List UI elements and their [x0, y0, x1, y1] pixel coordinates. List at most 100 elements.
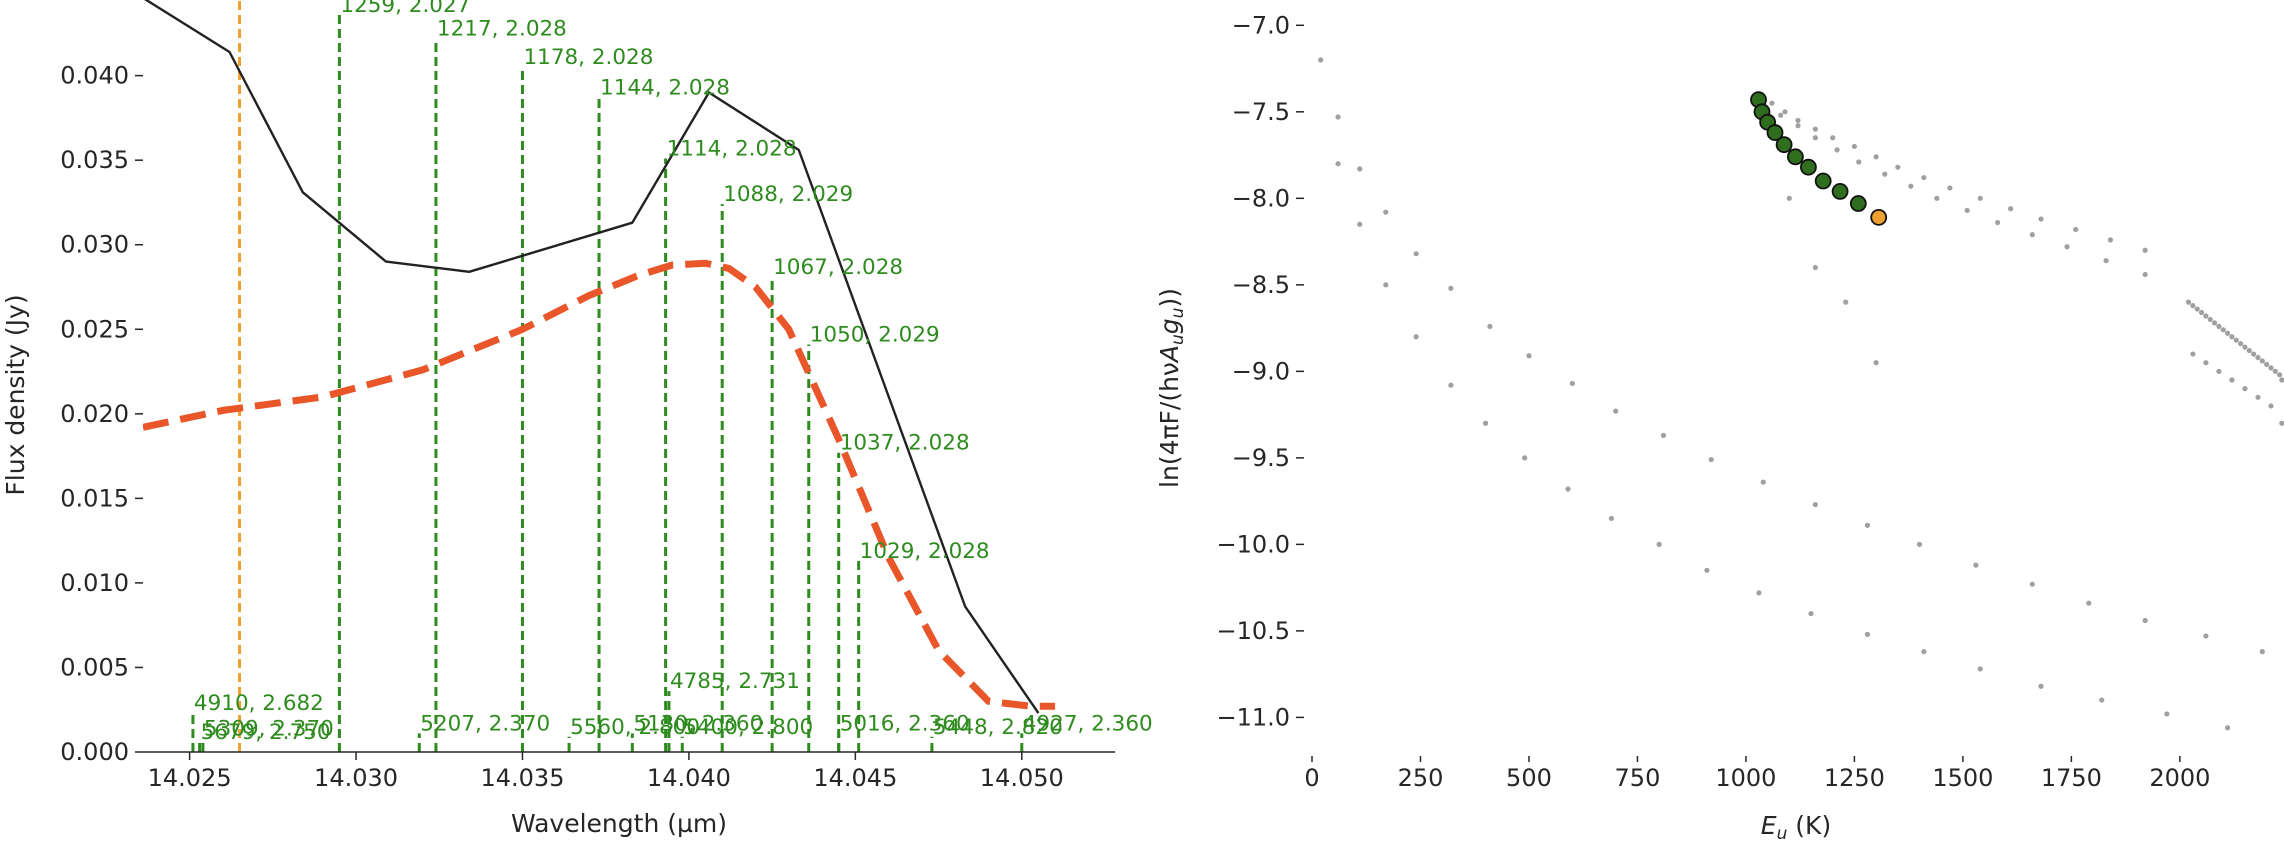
x-tick: 750 — [1615, 756, 1661, 792]
data-point — [2207, 316, 2213, 323]
line-marker-label: 1037, 2.028 — [840, 431, 970, 456]
data-point — [2038, 683, 2044, 689]
ylabel-u-sub-2: u — [1168, 307, 1188, 318]
y-axis: 0.000 0.005 0.010 0.015 0.020 0.025 0.030 0.035… — [60, 62, 143, 766]
data-point — [1526, 353, 1532, 359]
data-point — [2242, 386, 2248, 392]
y-tick: 0.000 — [60, 738, 143, 766]
data-point — [1413, 334, 1419, 340]
x-tick-label: 14.050 — [980, 764, 1064, 792]
data-point — [2268, 365, 2274, 371]
data-point — [1565, 486, 1571, 492]
line-marker-label: 5560, 2.800 — [570, 715, 700, 740]
data-point — [1916, 541, 1923, 547]
data-point — [1843, 299, 1849, 305]
x-tick-label: 14.025 — [148, 764, 232, 792]
x-tick-label: 500 — [1506, 764, 1552, 792]
data-point — [2190, 303, 2196, 309]
data-point — [2064, 244, 2070, 250]
x-axis: 0 250 500 750 1000 1250 1500 1750 2000 — [1304, 756, 2210, 792]
x-tick: 500 — [1506, 756, 1552, 792]
data-point — [2224, 725, 2231, 731]
x-tick-label: 0 — [1304, 764, 1319, 792]
ylabel-g: g — [1155, 318, 1184, 334]
eu-unit: (K) — [1787, 811, 1831, 840]
rotation-diagram-panel: 0 250 500 750 1000 1250 1500 1750 2000 −7.0−7.5−… — [1155, 11, 2284, 844]
data-point — [2190, 351, 2196, 357]
y-tick: 0.015 — [60, 484, 143, 512]
data-point — [1708, 456, 1714, 463]
x-tick-label: 1000 — [1715, 764, 1776, 792]
y-tick-label: 0.015 — [60, 484, 129, 512]
y-tick: −10.5 — [1216, 617, 1304, 645]
data-point — [2259, 649, 2265, 655]
data-point — [2103, 258, 2109, 264]
observed-spectrum-line — [144, 0, 1040, 714]
data-point — [2279, 377, 2284, 383]
y-tick-label: 0.025 — [60, 315, 129, 343]
highlighted-point — [1786, 148, 1804, 166]
y-tick: −11.0 — [1216, 703, 1304, 731]
x-tick-label: 750 — [1615, 764, 1661, 792]
data-point — [1656, 541, 1662, 547]
data-point — [2142, 617, 2148, 624]
data-point — [2279, 420, 2284, 426]
y-tick: −8.0 — [1232, 184, 1304, 212]
data-point — [1704, 567, 1710, 573]
data-point — [1613, 408, 1619, 414]
line-marker-label: 1029, 2.028 — [860, 539, 990, 564]
data-point — [1856, 159, 1862, 165]
data-point — [2238, 341, 2244, 347]
x-tick: 14.040 — [647, 752, 731, 792]
y-tick: 0.035 — [60, 146, 143, 174]
data-point — [1413, 251, 1419, 257]
data-point — [2220, 327, 2226, 333]
line-marker-label: 4785, 2.731 — [670, 669, 800, 694]
data-point — [1934, 195, 1940, 201]
line-marker-label: 1114, 2.028 — [667, 136, 797, 161]
x-tick-label: 1250 — [1824, 764, 1885, 792]
x-tick: 0 — [1304, 756, 1320, 792]
data-point — [1760, 479, 1766, 485]
y-tick-label: 0.035 — [60, 146, 129, 174]
data-point — [1977, 195, 1983, 201]
data-point — [1522, 455, 1528, 461]
data-point — [2246, 347, 2252, 354]
line-marker-label: 5207, 2.370 — [420, 711, 550, 736]
data-point — [2038, 216, 2044, 222]
data-point — [2216, 368, 2222, 374]
y-tick: −10.0 — [1216, 530, 1304, 558]
x-tick: 14.050 — [980, 752, 1064, 792]
data-point — [1921, 649, 1927, 655]
data-point — [1318, 57, 1324, 63]
data-point — [1851, 143, 1858, 150]
data-point — [1782, 109, 1788, 115]
y-tick: 0.005 — [60, 653, 143, 681]
line-marker-label: 1050, 2.029 — [810, 322, 940, 347]
line-marker-label: 1259, 2.027 — [340, 0, 470, 18]
x-tick: 14.045 — [813, 752, 897, 792]
y-tick: −9.5 — [1232, 444, 1304, 472]
data-point — [2203, 633, 2209, 639]
highlighted-point — [1831, 183, 1849, 200]
data-point — [1964, 207, 1970, 214]
y-tick-label: 0.040 — [60, 62, 129, 90]
data-point — [1895, 164, 1901, 170]
data-point — [2198, 309, 2205, 316]
selected-point — [1870, 208, 1888, 226]
data-point — [2255, 354, 2261, 361]
ylabel-part-1: ln(4πF/(hν — [1155, 362, 1184, 488]
data-point — [1834, 147, 1840, 153]
data-point — [2142, 247, 2148, 253]
data-point — [1786, 195, 1792, 201]
highlighted-point — [1775, 136, 1793, 154]
line-marker-group — [191, 0, 1024, 752]
data-point — [2008, 206, 2014, 212]
x-tick: 1500 — [1932, 756, 1993, 792]
x-axis-label: Eu (K) — [1761, 811, 1831, 844]
data-point — [1812, 126, 1818, 132]
data-point — [2211, 320, 2218, 326]
highlighted-point — [1814, 172, 1832, 190]
